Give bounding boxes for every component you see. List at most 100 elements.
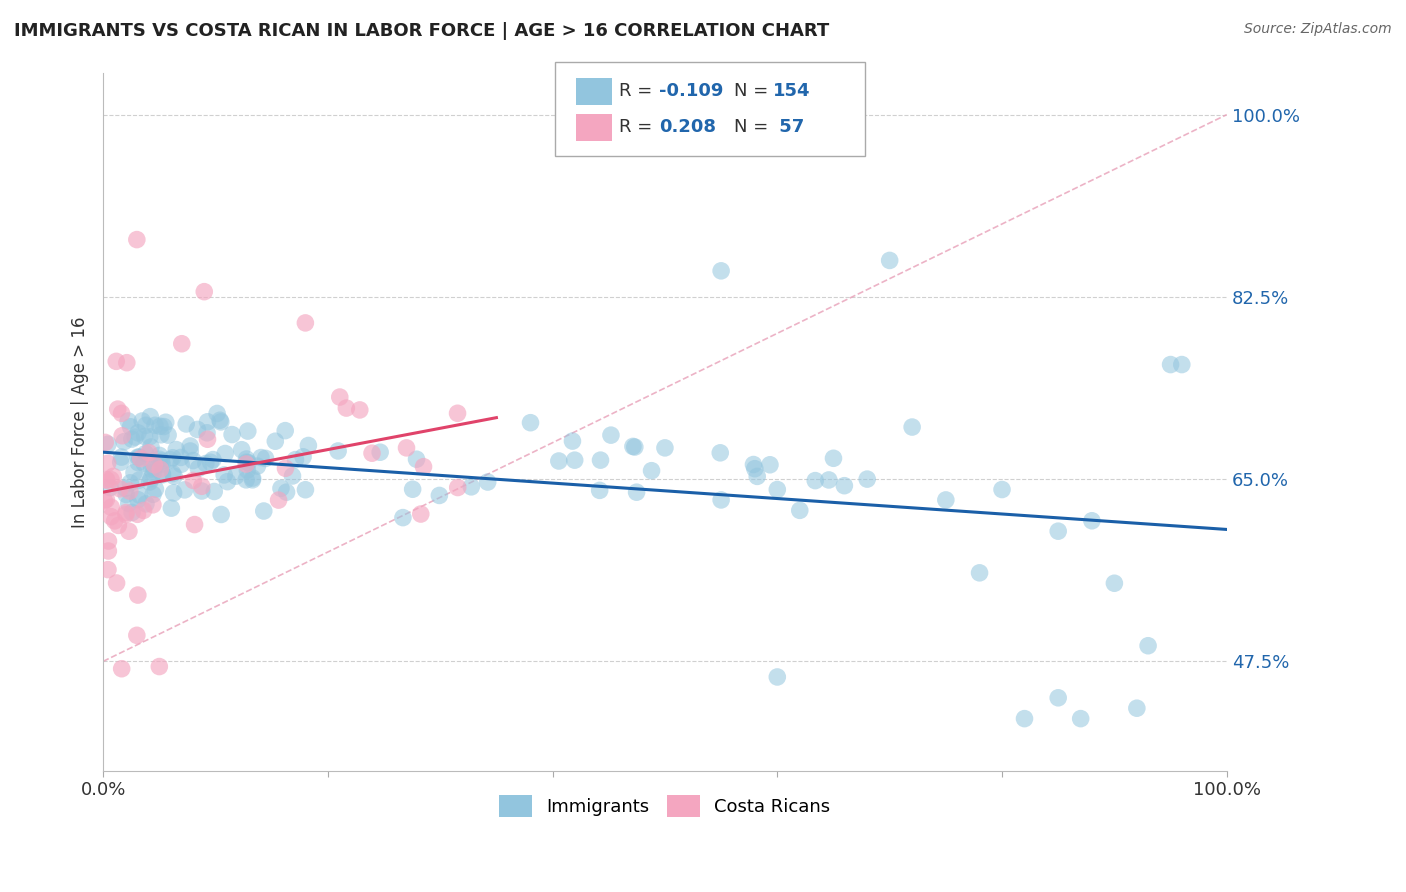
Point: [901, 420, 924, 434]
Point: [127, 508, 149, 522]
Point: [242, 473, 264, 487]
Point: [179, 444, 201, 458]
Point: [274, 461, 297, 475]
Text: 57: 57: [773, 118, 804, 136]
Point: [111, 662, 134, 676]
Point: [131, 414, 153, 428]
Point: [148, 659, 170, 673]
Point: [209, 415, 232, 429]
Point: [94, 435, 117, 450]
Point: [104, 514, 127, 528]
Point: [128, 473, 150, 487]
Point: [97, 437, 120, 451]
Point: [395, 441, 418, 455]
Point: [143, 418, 166, 433]
Point: [127, 450, 149, 464]
Point: [195, 425, 218, 440]
Point: [135, 446, 157, 460]
Point: [564, 453, 586, 467]
Point: [142, 498, 165, 512]
Point: [128, 488, 150, 502]
Point: [187, 461, 209, 475]
Point: [96, 473, 118, 487]
Point: [150, 454, 173, 468]
Point: [96, 492, 118, 507]
Point: [742, 458, 765, 472]
Point: [143, 458, 166, 472]
Point: [94, 473, 117, 487]
Point: [150, 457, 173, 471]
Point: [235, 452, 257, 467]
Point: [114, 508, 136, 522]
Text: 0.208: 0.208: [659, 118, 717, 136]
Point: [191, 479, 214, 493]
Point: [254, 451, 277, 466]
Point: [124, 430, 146, 444]
Point: [202, 484, 225, 499]
Point: [135, 418, 157, 433]
Point: [654, 441, 676, 455]
Point: [97, 563, 120, 577]
Point: [153, 419, 176, 434]
Text: N =: N =: [734, 118, 773, 136]
Point: [561, 434, 583, 448]
Point: [134, 429, 156, 443]
Text: IMMIGRANTS VS COSTA RICAN IN LABOR FORCE | AGE > 16 CORRELATION CHART: IMMIGRANTS VS COSTA RICAN IN LABOR FORCE…: [14, 22, 830, 40]
Point: [118, 524, 141, 539]
Point: [201, 452, 224, 467]
Point: [294, 316, 316, 330]
Point: [194, 457, 217, 471]
Point: [412, 459, 434, 474]
Point: [162, 450, 184, 465]
Point: [163, 469, 186, 483]
Point: [110, 450, 132, 464]
Text: -0.109: -0.109: [659, 82, 724, 100]
Point: [221, 427, 243, 442]
Point: [121, 506, 143, 520]
Point: [139, 440, 162, 454]
Point: [114, 481, 136, 495]
Point: [105, 354, 128, 368]
Point: [281, 469, 304, 483]
Point: [236, 463, 259, 477]
Legend: Immigrants, Costa Ricans: Immigrants, Costa Ricans: [492, 788, 838, 824]
Point: [209, 508, 232, 522]
Point: [110, 455, 132, 469]
Point: [100, 500, 122, 515]
Point: [1126, 701, 1149, 715]
Point: [409, 507, 432, 521]
Point: [1160, 358, 1182, 372]
Point: [991, 483, 1014, 497]
Point: [519, 416, 541, 430]
Point: [710, 492, 733, 507]
Point: [173, 483, 195, 497]
Point: [149, 419, 172, 434]
Point: [297, 438, 319, 452]
Point: [235, 473, 257, 487]
Point: [157, 428, 180, 442]
Point: [160, 501, 183, 516]
Point: [1104, 576, 1126, 591]
Point: [120, 475, 142, 490]
Point: [170, 336, 193, 351]
Point: [253, 504, 276, 518]
Point: [446, 406, 468, 420]
Point: [97, 544, 120, 558]
Point: [174, 417, 197, 431]
Point: [170, 450, 193, 465]
Point: [100, 473, 122, 487]
Point: [159, 452, 181, 467]
Point: [107, 518, 129, 533]
Point: [155, 415, 177, 429]
Point: [128, 450, 150, 464]
Point: [197, 415, 219, 429]
Point: [274, 424, 297, 438]
Point: [103, 469, 125, 483]
Point: [969, 566, 991, 580]
Point: [242, 471, 264, 485]
Point: [766, 670, 789, 684]
Point: [235, 457, 257, 471]
Point: [100, 509, 122, 524]
Point: [127, 588, 149, 602]
Point: [117, 414, 139, 428]
